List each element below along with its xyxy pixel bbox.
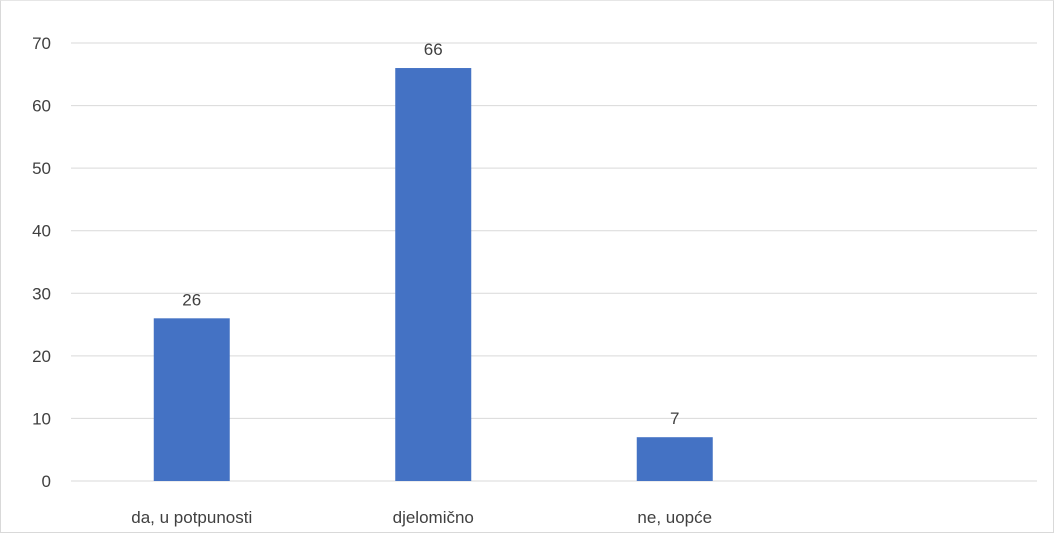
data-label: 7 bbox=[670, 409, 679, 428]
y-tick-label: 60 bbox=[32, 97, 51, 116]
y-tick-label: 40 bbox=[32, 222, 51, 241]
x-tick-label: ne, uopće bbox=[637, 508, 712, 527]
y-tick-label: 50 bbox=[32, 159, 51, 178]
bars bbox=[153, 68, 713, 482]
bar bbox=[395, 68, 472, 482]
data-label: 66 bbox=[424, 40, 443, 59]
y-tick-label: 20 bbox=[32, 347, 51, 366]
gridlines bbox=[71, 42, 1037, 482]
bar bbox=[636, 437, 713, 481]
data-label: 26 bbox=[182, 290, 201, 309]
y-tick-label: 70 bbox=[32, 34, 51, 53]
y-tick-label: 10 bbox=[32, 409, 51, 428]
x-tick-label: da, u potpunosti bbox=[131, 508, 252, 527]
y-tick-label: 0 bbox=[42, 472, 51, 491]
data-labels: 26 66 7 bbox=[182, 40, 679, 428]
x-axis-tick-labels: da, u potpunosti djelomično ne, uopće bbox=[131, 508, 712, 527]
y-tick-label: 30 bbox=[32, 284, 51, 303]
bar bbox=[153, 318, 230, 481]
y-axis-tick-labels: 0 10 20 30 40 50 60 70 bbox=[32, 34, 51, 491]
x-tick-label: djelomično bbox=[393, 508, 474, 527]
